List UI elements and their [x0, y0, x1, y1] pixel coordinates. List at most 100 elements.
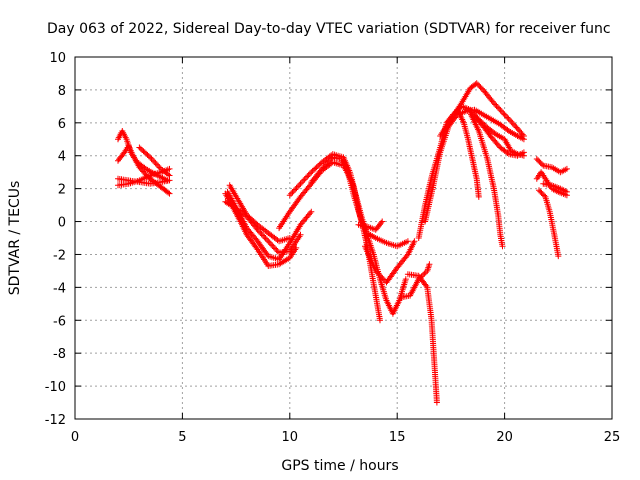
data-point-markers [115, 175, 130, 184]
series-track-13 [355, 218, 386, 233]
data-point-markers [548, 164, 562, 175]
data-point-markers [415, 272, 430, 289]
series-track-24 [533, 169, 570, 199]
data-point-markers [115, 150, 127, 164]
data-point-markers [548, 182, 562, 191]
y-axis-label: SDTVAR / TECUs [7, 181, 23, 296]
data-point-markers [471, 113, 485, 128]
data-point-markers [160, 185, 173, 197]
data-point-markers [514, 149, 527, 159]
data-point-markers [125, 178, 141, 187]
data-point-markers [308, 167, 324, 186]
data-point-markers [254, 221, 270, 235]
data-point-markers [394, 252, 410, 271]
data-point-markers [226, 182, 241, 202]
data-point-markers [424, 284, 435, 322]
series-track-16 [404, 271, 440, 406]
data-point-markers [243, 212, 260, 227]
data-point-markers [383, 266, 400, 286]
data-point-markers [473, 175, 482, 200]
data-point-markers [497, 144, 511, 156]
data-point-markers [297, 182, 314, 200]
data-point-markers [351, 193, 364, 220]
data-point-markers [546, 208, 557, 235]
data-point-markers [428, 317, 437, 355]
data-point-markers [344, 169, 357, 198]
x-tick-label: 25 [604, 430, 621, 445]
data-point-markers [490, 185, 501, 217]
data-point-markers [501, 111, 517, 128]
series-track-26 [540, 180, 570, 195]
data-point-markers [501, 136, 514, 153]
data-point-markers [497, 231, 506, 250]
data-point-markers [557, 165, 570, 176]
data-point-markers [276, 241, 292, 263]
data-point-markers [480, 111, 493, 122]
y-tick-label: 0 [58, 216, 66, 231]
data-point-markers [377, 276, 389, 302]
y-tick-label: 4 [58, 150, 66, 165]
data-point-markers [538, 169, 548, 181]
data-point-markers [157, 165, 173, 179]
data-point-markers [488, 116, 502, 127]
data-point-markers [557, 185, 570, 195]
data-point-markers [286, 182, 303, 199]
x-axis-label: GPS time / hours [281, 458, 398, 474]
y-tick-label: 6 [58, 117, 66, 132]
axis-ticks: 0 5 10 15 20 25 -12 -10 -8 -6 -4 -2 0 2 4 6 8 10 [45, 51, 621, 445]
series-track-19 [437, 80, 527, 139]
data-point-markers [125, 142, 136, 158]
data-point-markers [465, 136, 475, 161]
data-point-markers [297, 170, 313, 187]
data-point-markers [372, 218, 386, 233]
data-point-markers [497, 121, 511, 133]
data-point-markers [424, 261, 433, 274]
data-point-markers [338, 156, 350, 174]
x-tick-label: 20 [496, 430, 513, 445]
data-point-markers [136, 144, 152, 160]
series-track-18 [422, 106, 527, 225]
series-track-5 [136, 144, 173, 179]
series-track-14 [362, 238, 418, 286]
data-point-markers [505, 128, 519, 138]
x-tick-label: 10 [282, 430, 299, 445]
data-point-markers [286, 195, 303, 215]
series-track-15 [398, 261, 433, 301]
data-point-markers [235, 208, 249, 230]
data-point-markers [437, 118, 453, 139]
data-point-markers [297, 208, 315, 228]
data-point-markers [469, 156, 480, 180]
data-point-markers [372, 292, 383, 324]
plot-frame [74, 56, 613, 420]
data-point-markers [147, 154, 163, 171]
data-point-markers [490, 100, 507, 117]
data-point-markers [551, 230, 562, 260]
y-tick-label: -8 [53, 347, 66, 362]
data-point-markers [119, 128, 129, 141]
y-tick-label: -12 [45, 413, 66, 428]
data-point-markers [362, 243, 378, 273]
data-point-markers [536, 187, 548, 199]
data-point-markers [157, 177, 173, 186]
data-point-markers [432, 383, 440, 406]
data-point-markers [454, 106, 466, 125]
data-point-markers [458, 86, 473, 107]
data-point-markers [480, 123, 494, 140]
series-track-23 [533, 156, 570, 176]
data-point-markers [115, 181, 130, 189]
data-point-markers [286, 223, 303, 246]
data-point-markers [136, 173, 152, 184]
data-point-markers [286, 231, 304, 255]
data-point-markers [243, 231, 260, 251]
data-point-markers [514, 133, 527, 143]
data-point-markers [254, 246, 271, 268]
data-point-markers [475, 128, 490, 161]
data-point-markers [254, 238, 271, 258]
data-point-markers [555, 188, 570, 199]
data-point-markers [265, 230, 281, 244]
data-point-markers [495, 212, 504, 236]
data-point-markers [265, 253, 281, 262]
data-point-markers [484, 124, 498, 137]
grid [75, 57, 612, 419]
series-track-20 [454, 106, 482, 200]
